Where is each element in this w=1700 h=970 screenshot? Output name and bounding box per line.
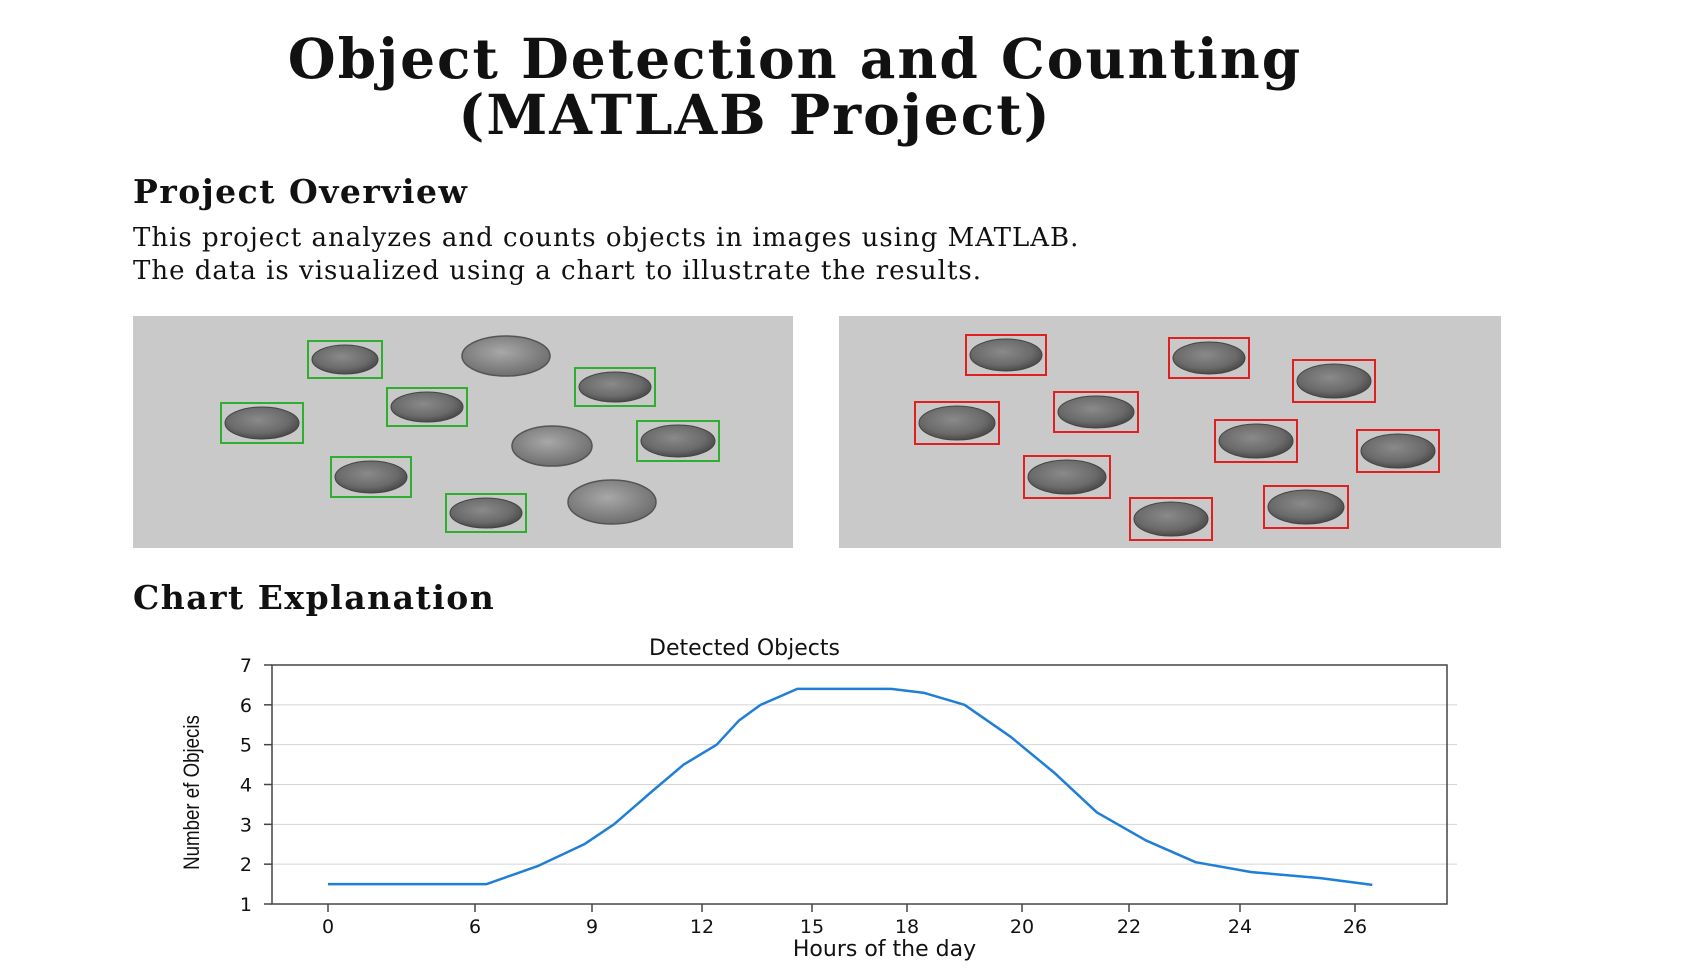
coin <box>311 344 379 375</box>
overview-line2: The data is visualized using a chart to … <box>133 256 983 286</box>
coin <box>1296 363 1372 399</box>
coin <box>461 335 551 377</box>
coin <box>1057 395 1135 429</box>
coin <box>1172 341 1246 375</box>
coin <box>969 338 1043 372</box>
bounding-box <box>1263 485 1349 529</box>
y-tick-label: 7 <box>240 655 252 677</box>
bounding-box <box>1053 391 1139 433</box>
x-tick-label: 12 <box>690 916 714 938</box>
bounding-box <box>636 420 720 462</box>
y-tick-label: 4 <box>240 775 252 797</box>
bounding-box <box>1023 455 1111 499</box>
y-tick-label: 1 <box>240 894 252 916</box>
coin <box>918 405 996 441</box>
bounding-box <box>445 493 527 533</box>
coin <box>567 479 657 525</box>
y-tick-label: 3 <box>240 814 252 836</box>
x-tick-label: 22 <box>1117 916 1141 938</box>
chart-title: Detected Objects <box>649 636 840 661</box>
coin <box>640 424 716 458</box>
bounding-box <box>386 387 468 427</box>
coin <box>578 371 652 403</box>
coin <box>1218 423 1294 459</box>
y-tick-label: 5 <box>240 735 252 757</box>
bounding-box <box>1292 359 1376 403</box>
coin <box>511 425 593 467</box>
x-tick-label: 20 <box>1010 916 1034 938</box>
bounding-box <box>1214 419 1298 463</box>
coin <box>1133 501 1209 537</box>
chart-heading: Chart Explanation <box>133 578 496 617</box>
x-tick-label: 18 <box>895 916 919 938</box>
overview-line1: This project analyzes and counts objects… <box>133 223 1080 253</box>
x-axis-label: Hours of the day <box>793 937 976 962</box>
coin <box>449 497 523 529</box>
coin <box>1360 433 1436 469</box>
page-title-line1: Object Detection and Counting <box>287 26 1303 91</box>
x-tick-label: 9 <box>586 916 598 938</box>
bounding-box <box>1129 497 1213 541</box>
bounding-box <box>914 401 1000 445</box>
y-axis-label: Number ef Objecis <box>181 715 205 870</box>
x-tick-label: 26 <box>1343 916 1367 938</box>
bounding-box <box>574 367 656 407</box>
page-title-line2: (MATLAB Project) <box>458 82 1052 147</box>
detection-image-green <box>133 316 793 548</box>
coin <box>1267 489 1345 525</box>
coin <box>334 460 408 494</box>
y-tick-label: 2 <box>240 854 252 876</box>
detection-image-red <box>839 316 1501 548</box>
coin <box>224 406 300 440</box>
series-line <box>328 687 1373 887</box>
bounding-box <box>330 456 412 498</box>
y-tick-label: 6 <box>240 695 252 717</box>
bounding-box <box>1168 337 1250 379</box>
x-tick-label: 6 <box>469 916 481 938</box>
x-tick-label: 24 <box>1228 916 1252 938</box>
overview-paragraph: This project analyzes and counts objects… <box>133 222 1533 288</box>
coin <box>1027 459 1107 495</box>
bounding-box <box>220 402 304 444</box>
coin <box>390 391 464 423</box>
bounding-box <box>307 340 383 379</box>
x-tick-label: 0 <box>322 916 334 938</box>
overview-heading: Project Overview <box>133 172 469 211</box>
x-tick-label: 15 <box>800 916 824 938</box>
bounding-box <box>965 334 1047 376</box>
bounding-box <box>1356 429 1440 473</box>
